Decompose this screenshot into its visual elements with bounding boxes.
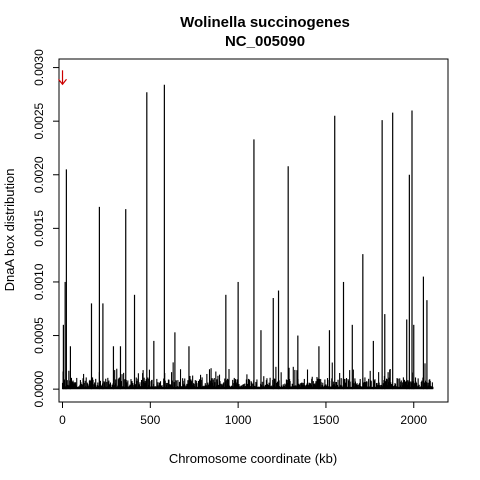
y-tick-label: 0.0010 <box>32 263 46 300</box>
y-tick-label: 0.0005 <box>32 317 46 354</box>
y-tick-label: 0.0025 <box>32 102 46 139</box>
y-tick-label: 0.0030 <box>32 49 46 86</box>
x-tick-label: 2000 <box>400 413 427 427</box>
chart-title-line-1: Wolinella succinogenes <box>180 14 350 31</box>
y-axis: 0.0000 0.0005 0.0010 0.0015 0.0020 0.0025 0.00… <box>32 49 59 407</box>
origin-arrow-icon <box>58 70 67 86</box>
x-axis-label: Chromosome coordinate (kb) <box>169 451 337 466</box>
y-axis-label: DnaA box distribution <box>2 169 17 292</box>
y-tick-label: 0.0015 <box>32 210 46 247</box>
bars-layer <box>61 84 434 390</box>
x-tick-label: 1500 <box>313 413 340 427</box>
chart-title-line-2: NC_005090 <box>225 33 305 50</box>
y-tick-label: 0.0020 <box>32 156 46 193</box>
y-tick-label: 0.0000 <box>32 370 46 407</box>
plot-frame <box>58 58 449 403</box>
x-axis: 0 500 1000 1500 2000 <box>59 402 427 427</box>
x-tick-label: 1000 <box>225 413 252 427</box>
x-tick-label: 500 <box>140 413 160 427</box>
x-tick-label: 0 <box>59 413 66 427</box>
